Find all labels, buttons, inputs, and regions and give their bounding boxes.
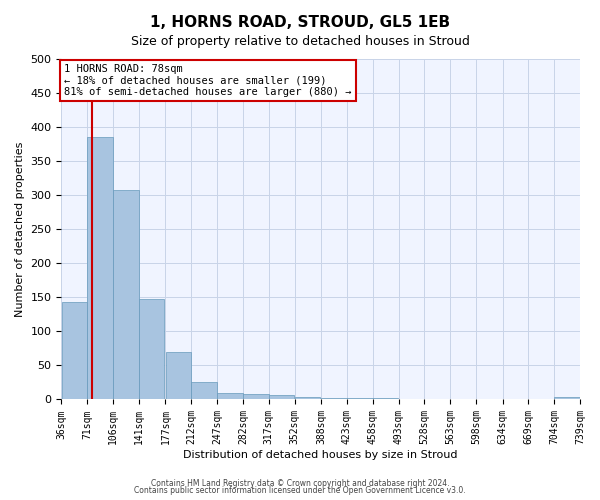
Bar bbox=[295, 398, 320, 400]
Bar bbox=[243, 394, 269, 400]
Text: 1 HORNS ROAD: 78sqm
← 18% of detached houses are smaller (199)
81% of semi-detac: 1 HORNS ROAD: 78sqm ← 18% of detached ho… bbox=[64, 64, 352, 97]
Text: 1, HORNS ROAD, STROUD, GL5 1EB: 1, HORNS ROAD, STROUD, GL5 1EB bbox=[150, 15, 450, 30]
Bar bbox=[88, 138, 113, 400]
Text: Size of property relative to detached houses in Stroud: Size of property relative to detached ho… bbox=[131, 35, 469, 48]
Text: Contains HM Land Registry data © Crown copyright and database right 2024.: Contains HM Land Registry data © Crown c… bbox=[151, 478, 449, 488]
Text: Contains public sector information licensed under the Open Government Licence v3: Contains public sector information licen… bbox=[134, 486, 466, 495]
Bar bbox=[139, 298, 164, 400]
Bar bbox=[269, 394, 295, 400]
Bar bbox=[373, 398, 398, 400]
Bar bbox=[62, 302, 87, 400]
Y-axis label: Number of detached properties: Number of detached properties bbox=[15, 142, 25, 317]
Bar bbox=[217, 392, 242, 400]
Bar bbox=[166, 352, 191, 400]
Bar bbox=[321, 398, 347, 400]
X-axis label: Distribution of detached houses by size in Stroud: Distribution of detached houses by size … bbox=[184, 450, 458, 460]
Bar bbox=[554, 398, 580, 400]
Bar bbox=[191, 382, 217, 400]
Bar bbox=[347, 398, 373, 400]
Bar bbox=[113, 190, 139, 400]
